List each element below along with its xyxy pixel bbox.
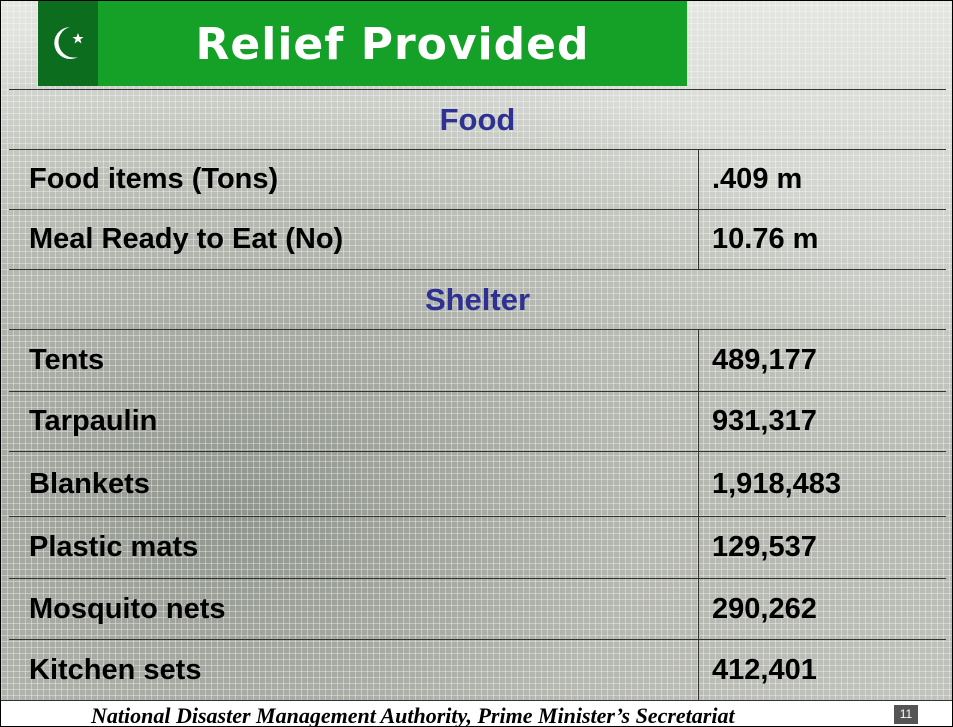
label-cell: Meal Ready to Eat (No): [29, 223, 344, 255]
footer: National Disaster Management Authority, …: [1, 700, 952, 727]
footer-text: National Disaster Management Authority, …: [91, 703, 735, 727]
title: Relief Provided: [195, 19, 590, 70]
table-row: Kitchen sets 412,401: [9, 639, 946, 700]
label-cell: Tarpaulin: [29, 405, 158, 437]
value-cell: 412,401: [712, 653, 817, 686]
table-row: Tents 489,177: [9, 329, 946, 391]
table-row: Mosquito nets 290,262: [9, 578, 946, 639]
header-band: [98, 1, 687, 86]
column-divider: [698, 579, 699, 639]
label-cell: Mosquito nets: [29, 592, 226, 625]
label-cell: Food items (Tons): [29, 163, 279, 195]
label-cell: Blankets: [29, 467, 150, 500]
value-cell: 290,262: [712, 592, 817, 625]
value-cell: 10.76 m: [712, 223, 819, 255]
label-cell: Plastic mats: [29, 531, 199, 563]
section-header: Shelter: [9, 269, 946, 329]
label-cell: Kitchen sets: [29, 653, 202, 686]
crescent: [54, 27, 84, 59]
table-row: Tarpaulin 931,317: [9, 391, 946, 451]
section-header: Food: [9, 89, 946, 149]
table-row: Meal Ready to Eat (No) 10.76 m: [9, 209, 946, 269]
column-divider: [698, 452, 699, 516]
label-cell: Tents: [29, 344, 105, 376]
table-row: Blankets 1,918,483: [9, 451, 946, 516]
value-cell: 931,317: [712, 405, 817, 437]
column-divider: [698, 392, 699, 451]
column-divider: [698, 640, 699, 700]
column-divider: [698, 517, 699, 578]
flag-icon: [38, 1, 98, 86]
table-row: Plastic mats 129,537: [9, 516, 946, 578]
column-divider: [698, 330, 699, 391]
column-divider: [698, 210, 699, 269]
page-number: 11: [894, 705, 918, 724]
table-row: Food items (Tons) .409 m: [9, 149, 946, 209]
value-cell: .409 m: [712, 163, 803, 195]
column-divider: [698, 150, 699, 209]
value-cell: 1,918,483: [712, 467, 842, 500]
value-cell: 489,177: [712, 344, 817, 376]
value-cell: 129,537: [712, 531, 817, 563]
